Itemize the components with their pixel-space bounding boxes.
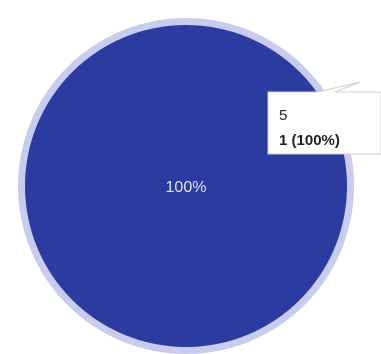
- pie-slices: 100%: [25, 25, 347, 347]
- tooltip-box: [267, 81, 381, 155]
- slice-label: 100%: [166, 179, 207, 196]
- tooltip: 5 1 (100%): [267, 81, 381, 155]
- tooltip-value: 1 (100%): [279, 132, 340, 149]
- tooltip-category: 5: [279, 107, 287, 124]
- pie-slice: [25, 25, 347, 347]
